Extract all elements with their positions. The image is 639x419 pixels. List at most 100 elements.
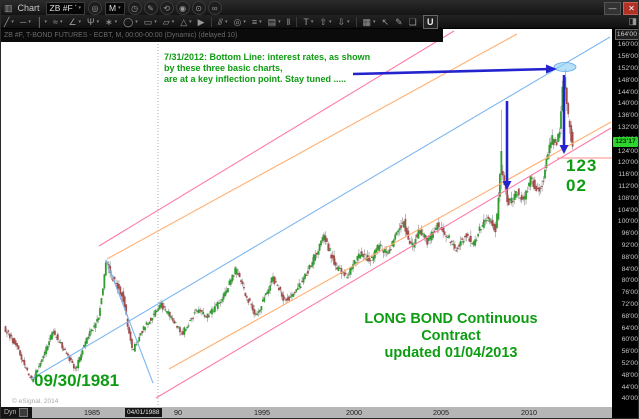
price-axis-label: 132'00 [617, 123, 638, 131]
dyn-label: Dyn [4, 409, 17, 416]
close-button[interactable]: ✕ [623, 1, 638, 15]
fib-circle-tool-caret[interactable]: ▾ [243, 18, 246, 25]
text-tool[interactable]: T ▾ [301, 16, 315, 28]
price-axis-label: 160'00 [617, 41, 638, 49]
note-tool[interactable]: ✎ [393, 16, 405, 28]
price-axis[interactable]: 164'00 160'00 156'00 152'00 148'00 144'00 140'… [612, 28, 638, 418]
star-marker-tool-glyph: ∗ [105, 16, 113, 27]
arrow-down-marker-tool-caret[interactable]: ▾ [347, 18, 350, 25]
long-trend-cyan[interactable] [30, 36, 611, 380]
regression-line-tool-caret[interactable]: ▾ [59, 18, 63, 25]
grid-tool[interactable]: ▤ ▾ [266, 16, 283, 28]
comment-tool[interactable]: ❏ [407, 16, 419, 28]
angle-line-tool[interactable]: ∠ ▾ [66, 16, 83, 28]
trend-line-tool[interactable]: ╱ ▾ [2, 16, 16, 28]
price-axis-label: 152'00 [617, 64, 638, 72]
symbol-input[interactable]: ZB #F ▪ ▾ [45, 1, 85, 15]
snapshot-icon[interactable]: ◉ [175, 1, 190, 15]
time-clock-icon[interactable]: ◷ [127, 1, 142, 15]
annotation-start-date[interactable]: 09/30/1981 [34, 371, 120, 390]
short-down-cyan[interactable] [105, 259, 154, 384]
time-axis-label: 2005 [433, 408, 449, 417]
arrow-up-marker-tool-caret[interactable]: ▾ [328, 18, 332, 25]
regression-line-tool-glyph: ≈ [52, 16, 58, 27]
symbol-search-icon[interactable]: ◎ [87, 1, 102, 15]
grid-tool-caret[interactable]: ▾ [278, 18, 281, 25]
pitchfork-tool-caret[interactable]: ▾ [96, 18, 100, 25]
text-tool-caret[interactable]: ▾ [310, 18, 314, 25]
candlestick-chart[interactable] [1, 29, 612, 407]
parallelogram-tool-caret[interactable]: ▾ [171, 18, 175, 25]
link-icon[interactable]: ∞ [207, 1, 222, 15]
fib-lines-tool[interactable]: ≡ ▾ [250, 16, 264, 28]
chart-style-tool-caret[interactable]: ▾ [373, 18, 376, 25]
horizontal-line-tool-caret[interactable]: ▾ [28, 18, 31, 25]
chart-plot-area[interactable]: 7/31/2012: Bottom Line: interest rates, … [1, 29, 612, 407]
interval-input[interactable]: M ▾ [104, 1, 125, 15]
triangle-tool-caret[interactable]: ▾ [189, 18, 192, 25]
upper-channel-pink[interactable] [98, 30, 455, 247]
annotation-note-2012[interactable]: 7/31/2012: Bottom Line: interest rates, … [164, 52, 370, 85]
angle-line-tool-caret[interactable]: ▾ [78, 18, 82, 25]
fib-retracement-tool-glyph: ⫻ [217, 16, 223, 27]
minimize-button[interactable]: — [604, 1, 621, 15]
annotation-chart-title[interactable]: LONG BOND Continuous Contract updated 01/… [336, 311, 566, 362]
annotation-line: by these three basic charts, [164, 63, 283, 73]
triangle-tool[interactable]: △ ▾ [178, 16, 193, 28]
price-axis-label: 100'00 [617, 218, 638, 226]
flag-marker-tool[interactable]: ▶ [196, 16, 207, 28]
price-axis-label: 148'00 [617, 76, 638, 84]
time-axis-label: 1995 [254, 408, 270, 417]
regression-line-tool[interactable]: ≈ ▾ [51, 16, 64, 28]
last-price-tag: 123'17 [613, 137, 638, 147]
star-marker-tool[interactable]: ∗ ▾ [103, 16, 119, 28]
interval-dropdown-caret[interactable]: ▾ [118, 5, 121, 11]
bars-pattern-tool[interactable]: ‖ [285, 16, 293, 28]
symbol-dropdown-caret[interactable]: ▾ [78, 5, 81, 11]
price-axis-label: 124'00 [617, 147, 638, 155]
fib-retracement-tool-caret[interactable]: ▾ [224, 18, 228, 25]
ellipse-tool-caret[interactable]: ▾ [135, 18, 138, 25]
dyn-mode-icon[interactable] [19, 408, 29, 417]
lower-channel-pink[interactable] [155, 127, 612, 399]
ellipse-tool[interactable]: ◯ ▾ [121, 16, 140, 28]
triangle-tool-glyph: △ [180, 16, 188, 27]
star-marker-tool-caret[interactable]: ▾ [114, 18, 118, 25]
trend-line-tool-glyph: ╱ [4, 16, 10, 27]
dynamic-mode-button[interactable]: Dyn [1, 407, 32, 418]
annotation-line: are at a key inflection point. Stay tune… [164, 74, 347, 84]
trend-line-tool-caret[interactable]: ▾ [11, 18, 14, 25]
price-axis-label: 56'00 [621, 348, 638, 356]
globe-icon[interactable]: ⊙ [191, 1, 206, 15]
arrow-down-marker-tool[interactable]: ⇩ ▾ [335, 16, 351, 28]
annotation-price-123-02[interactable]: 123 02 [566, 156, 598, 195]
window-grid-icon[interactable]: ▥ [4, 3, 13, 13]
lower-mid-orange[interactable] [168, 121, 612, 370]
collapse-toolbar-icon[interactable]: ◨ [628, 16, 637, 26]
underline-button[interactable]: U [422, 14, 438, 29]
arrow-up-marker-tool[interactable]: ⇧ ▾ [317, 16, 333, 28]
horizontal-line-tool[interactable]: ─ ▾ [18, 16, 33, 28]
chart-style-tool[interactable]: ▦ ▾ [361, 16, 378, 28]
draw-pencil-icon[interactable]: ✎ [143, 1, 158, 15]
tab-chart[interactable]: Chart [17, 3, 40, 13]
points-to-peak-arrow[interactable] [352, 67, 552, 76]
vertical-line-tool[interactable]: │ ▾ [35, 16, 49, 28]
refresh-icon[interactable]: ⟲ [159, 1, 174, 15]
parallelogram-tool[interactable]: ▱ ▾ [161, 16, 176, 28]
rectangle-tool-caret[interactable]: ▾ [154, 18, 157, 25]
fib-circle-tool[interactable]: ◎ ▾ [231, 16, 247, 28]
pointer-tool[interactable]: ↖ [380, 16, 392, 28]
time-axis[interactable]: 1985 04/01/1988 90 1995 2000 2005 2010 [1, 407, 612, 418]
price-axis-label: 136'00 [617, 112, 638, 120]
rectangle-tool[interactable]: ▭ ▾ [142, 16, 159, 28]
parallelogram-tool-glyph: ▱ [162, 16, 170, 27]
pitchfork-tool[interactable]: Ψ ▾ [85, 16, 101, 28]
drawing-tools-strip: ╱ ▾ ─ ▾ │ ▾ ≈ ▾ ∠ ▾ Ψ ▾ ∗ ▾ ◯ ▾ ▭ ▾ ▱ ▾ △ ▾ ▶ ⫻ ▾ ◎ ▾ ≡ ▾ ▤ ▾ ‖ T ▾ ⇧ ▾ ⇩ ▾ ▦ ▾… [1, 16, 420, 28]
fib-lines-tool-caret[interactable]: ▾ [259, 18, 262, 25]
peak-highlight-ellipse[interactable] [553, 62, 577, 72]
vertical-line-tool-caret[interactable]: ▾ [44, 18, 47, 25]
time-axis-label: 2010 [521, 408, 537, 417]
fib-retracement-tool[interactable]: ⫻ ▾ [216, 16, 230, 28]
price-axis-label: 80'00 [621, 277, 638, 285]
